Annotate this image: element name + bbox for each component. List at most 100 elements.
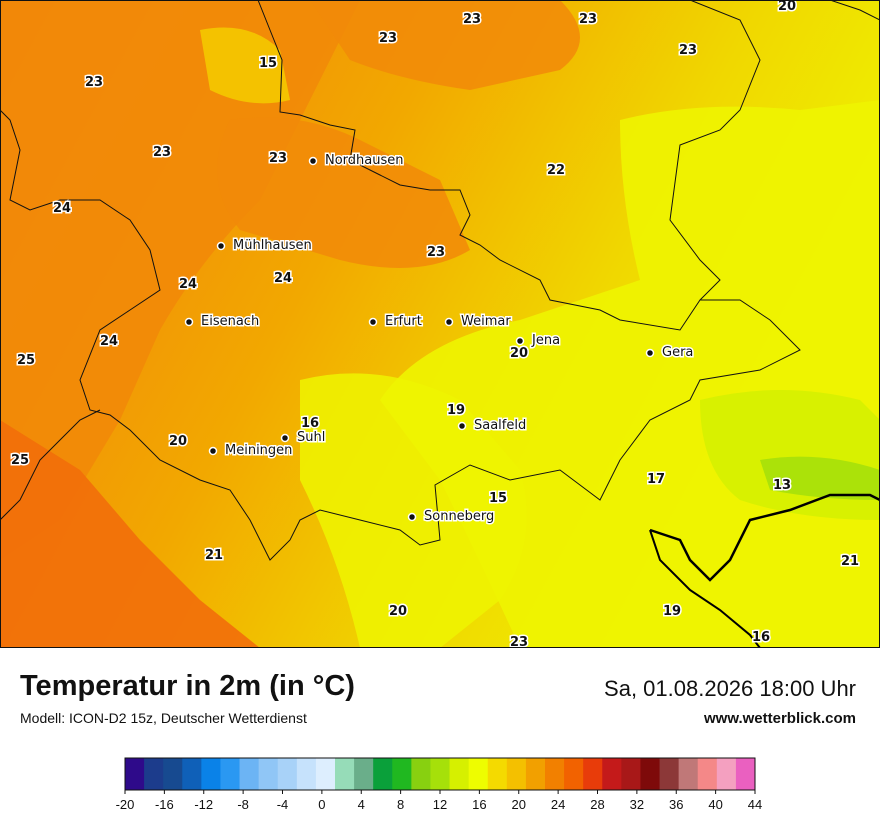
country-border-czech (649, 493, 880, 582)
legend-swatch (315, 758, 336, 790)
legend-swatch (487, 758, 508, 790)
legend-swatch (735, 758, 756, 790)
city-dot (645, 348, 655, 358)
city-suhl: Suhl (280, 429, 327, 447)
cool-zone-harz (200, 27, 290, 104)
website-link[interactable]: www.wetterblick.com (704, 710, 856, 727)
temp-label: 17 (647, 472, 665, 487)
legend-tick-label: 28 (590, 797, 604, 812)
legend-swatch (277, 758, 298, 790)
city-dot (308, 156, 318, 166)
temp-label: 23 (379, 31, 397, 46)
temp-label: 23 (85, 75, 103, 90)
legend-swatch (125, 758, 145, 790)
color-legend: -20 -16 -12 -8 -4 0 4 8 12 16 20 24 28 32 36 40 44 (116, 757, 762, 812)
legend-ticks: -20 -16 -12 -8 -4 0 4 8 12 16 20 24 28 32 36 40 44 (116, 790, 762, 812)
map-title: Temperatur in 2m (in °C) (20, 670, 355, 702)
temp-label: 23 (463, 12, 481, 27)
legend-swatch (239, 758, 260, 790)
legend-tick-label: -8 (237, 797, 249, 812)
legend-swatch (659, 758, 680, 790)
city-nordhausen: Nordhausen (308, 152, 405, 170)
legend-swatch (716, 758, 737, 790)
legend-swatch (182, 758, 202, 790)
city-label: Jena (531, 333, 560, 348)
state-border-hesse (0, 409, 101, 521)
forecast-datetime: Sa, 01.08.2026 18:00 Uhr (604, 676, 856, 701)
temp-label: 23 (269, 151, 287, 166)
temp-label: 24 (100, 334, 118, 349)
state-border-thuringia (0, 0, 801, 561)
legend-swatch (545, 758, 565, 790)
temp-label: 21 (841, 554, 859, 569)
legend-swatch (640, 758, 661, 790)
legend-tick-label: -16 (155, 797, 174, 812)
city-dot (184, 317, 194, 327)
legend-tick-label: 24 (551, 797, 565, 812)
model-source: Modell: ICON-D2 15z, Deutscher Wetterdie… (20, 710, 307, 726)
temp-label: 23 (579, 12, 597, 27)
legend-swatch (220, 758, 241, 790)
legend-swatch (602, 758, 622, 790)
legend-swatch (296, 758, 317, 790)
legend-swatch (201, 758, 221, 790)
city-dot (407, 512, 417, 522)
city-label: Erfurt (385, 314, 422, 329)
warm-zone-north (310, 0, 580, 90)
temp-label: 22 (547, 163, 565, 178)
city-label: Weimar (461, 314, 511, 329)
temperature-labels: 23 23 23 23 15 23 23 23 22 24 23 24 24 2… (9, 0, 860, 648)
temp-label: 23 (427, 245, 445, 260)
temp-label: 24 (179, 277, 197, 292)
legend-swatch (583, 758, 603, 790)
temp-label: 20 (778, 0, 796, 14)
legend-swatch (697, 758, 718, 790)
legend-swatch (525, 758, 546, 790)
city-label: Gera (662, 345, 693, 360)
state-border-north (829, 0, 880, 21)
temp-label: 19 (663, 604, 681, 619)
city-sonneberg: Sonneberg (407, 508, 496, 526)
temp-label: 21 (205, 548, 223, 563)
city-label: Suhl (297, 430, 325, 445)
legend-tick-label: 0 (318, 797, 325, 812)
country-border-czech-south (649, 529, 761, 648)
legend-swatch (621, 758, 641, 790)
city-markers: Nordhausen Mühlhausen Eisenach Erfurt We… (184, 152, 695, 526)
coldest-zone (760, 456, 880, 500)
temp-label: 23 (679, 43, 697, 58)
city-dot (368, 317, 378, 327)
city-label: Sonneberg (424, 509, 494, 524)
city-weimar: Weimar (444, 313, 513, 331)
legend-tick-label: 36 (669, 797, 683, 812)
legend-tick-label: -12 (194, 797, 213, 812)
city-dot (457, 421, 467, 431)
legend-tick-label: 44 (748, 797, 762, 812)
legend-tick-label: 20 (512, 797, 526, 812)
legend-swatch (163, 758, 183, 790)
legend-tick-label: 12 (433, 797, 447, 812)
temp-label: 20 (389, 604, 407, 619)
temp-label: 16 (301, 416, 319, 431)
map-canvas: 23 23 23 23 15 23 23 23 22 24 23 24 24 2… (0, 0, 880, 648)
city-jena: Jena (515, 332, 562, 350)
city-label: Nordhausen (325, 153, 404, 168)
legend-swatch (430, 758, 451, 790)
city-dot (280, 433, 290, 443)
city-label: Meiningen (225, 443, 292, 458)
legend-swatch (258, 758, 279, 790)
legend-swatch (354, 758, 374, 790)
legend-tick-label: -4 (277, 797, 289, 812)
city-label: Saalfeld (474, 418, 526, 433)
city-label: Mühlhausen (233, 238, 312, 253)
temp-label: 15 (259, 56, 277, 71)
legend-tick-label: -20 (116, 797, 135, 812)
warm-zone-southwest (0, 420, 260, 648)
temp-label: 23 (153, 145, 171, 160)
legend-swatch (335, 758, 355, 790)
legend-swatch (564, 758, 584, 790)
warm-zone-center (217, 117, 470, 268)
legend-tick-label: 8 (397, 797, 404, 812)
city-dot (208, 446, 218, 456)
legend-swatch (392, 758, 412, 790)
